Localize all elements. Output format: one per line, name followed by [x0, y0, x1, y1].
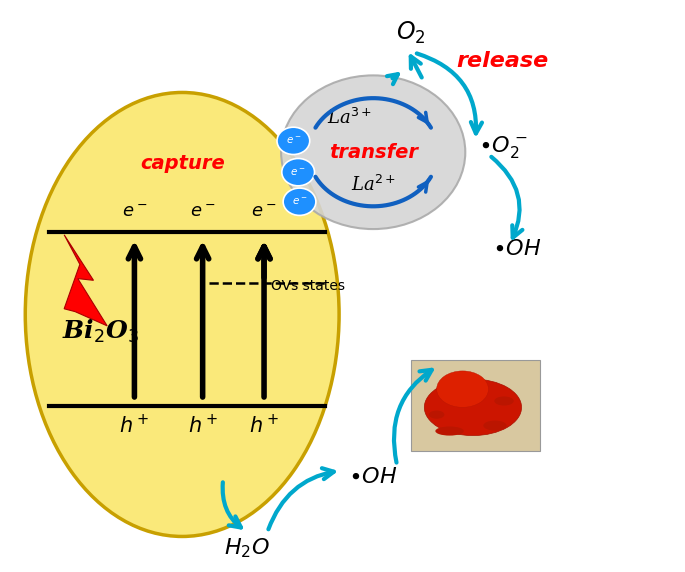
Ellipse shape [25, 93, 339, 537]
FancyBboxPatch shape [411, 360, 540, 451]
Text: $e^-$: $e^-$ [286, 136, 301, 146]
Ellipse shape [424, 379, 521, 436]
Circle shape [281, 76, 465, 229]
Polygon shape [64, 235, 107, 326]
Text: $h^+$: $h^+$ [119, 414, 149, 437]
Text: $h^+$: $h^+$ [188, 414, 218, 437]
Text: $H_2O$: $H_2O$ [224, 536, 270, 559]
Text: $e^-$: $e^-$ [292, 196, 308, 207]
Circle shape [282, 158, 314, 186]
Ellipse shape [484, 420, 507, 431]
Text: capture: capture [140, 154, 225, 173]
Text: $\bullet$$OH$: $\bullet$$OH$ [349, 466, 398, 488]
Text: $e^-$: $e^-$ [122, 202, 147, 221]
Text: Bi$_2$O$_3$: Bi$_2$O$_3$ [62, 318, 139, 345]
Text: release: release [457, 51, 549, 71]
Ellipse shape [436, 427, 464, 436]
Text: transfer: transfer [329, 143, 418, 162]
Text: $e^-$: $e^-$ [251, 202, 277, 221]
Text: $e^-$: $e^-$ [290, 166, 306, 178]
Text: OVs states: OVs states [271, 279, 345, 293]
Text: $h^+$: $h^+$ [249, 414, 279, 437]
Ellipse shape [436, 371, 488, 407]
Text: $\bullet$$OH$: $\bullet$$OH$ [492, 238, 541, 260]
Text: $e^-$: $e^-$ [190, 202, 216, 221]
Text: La$^{3+}$: La$^{3+}$ [327, 108, 372, 128]
Ellipse shape [429, 411, 445, 419]
Text: La$^{2+}$: La$^{2+}$ [351, 174, 396, 194]
Circle shape [283, 188, 316, 216]
Circle shape [277, 127, 310, 154]
Text: $O_2$: $O_2$ [396, 19, 425, 46]
Ellipse shape [495, 396, 514, 406]
Text: $\bullet$$O_2^-$: $\bullet$$O_2^-$ [478, 133, 527, 160]
